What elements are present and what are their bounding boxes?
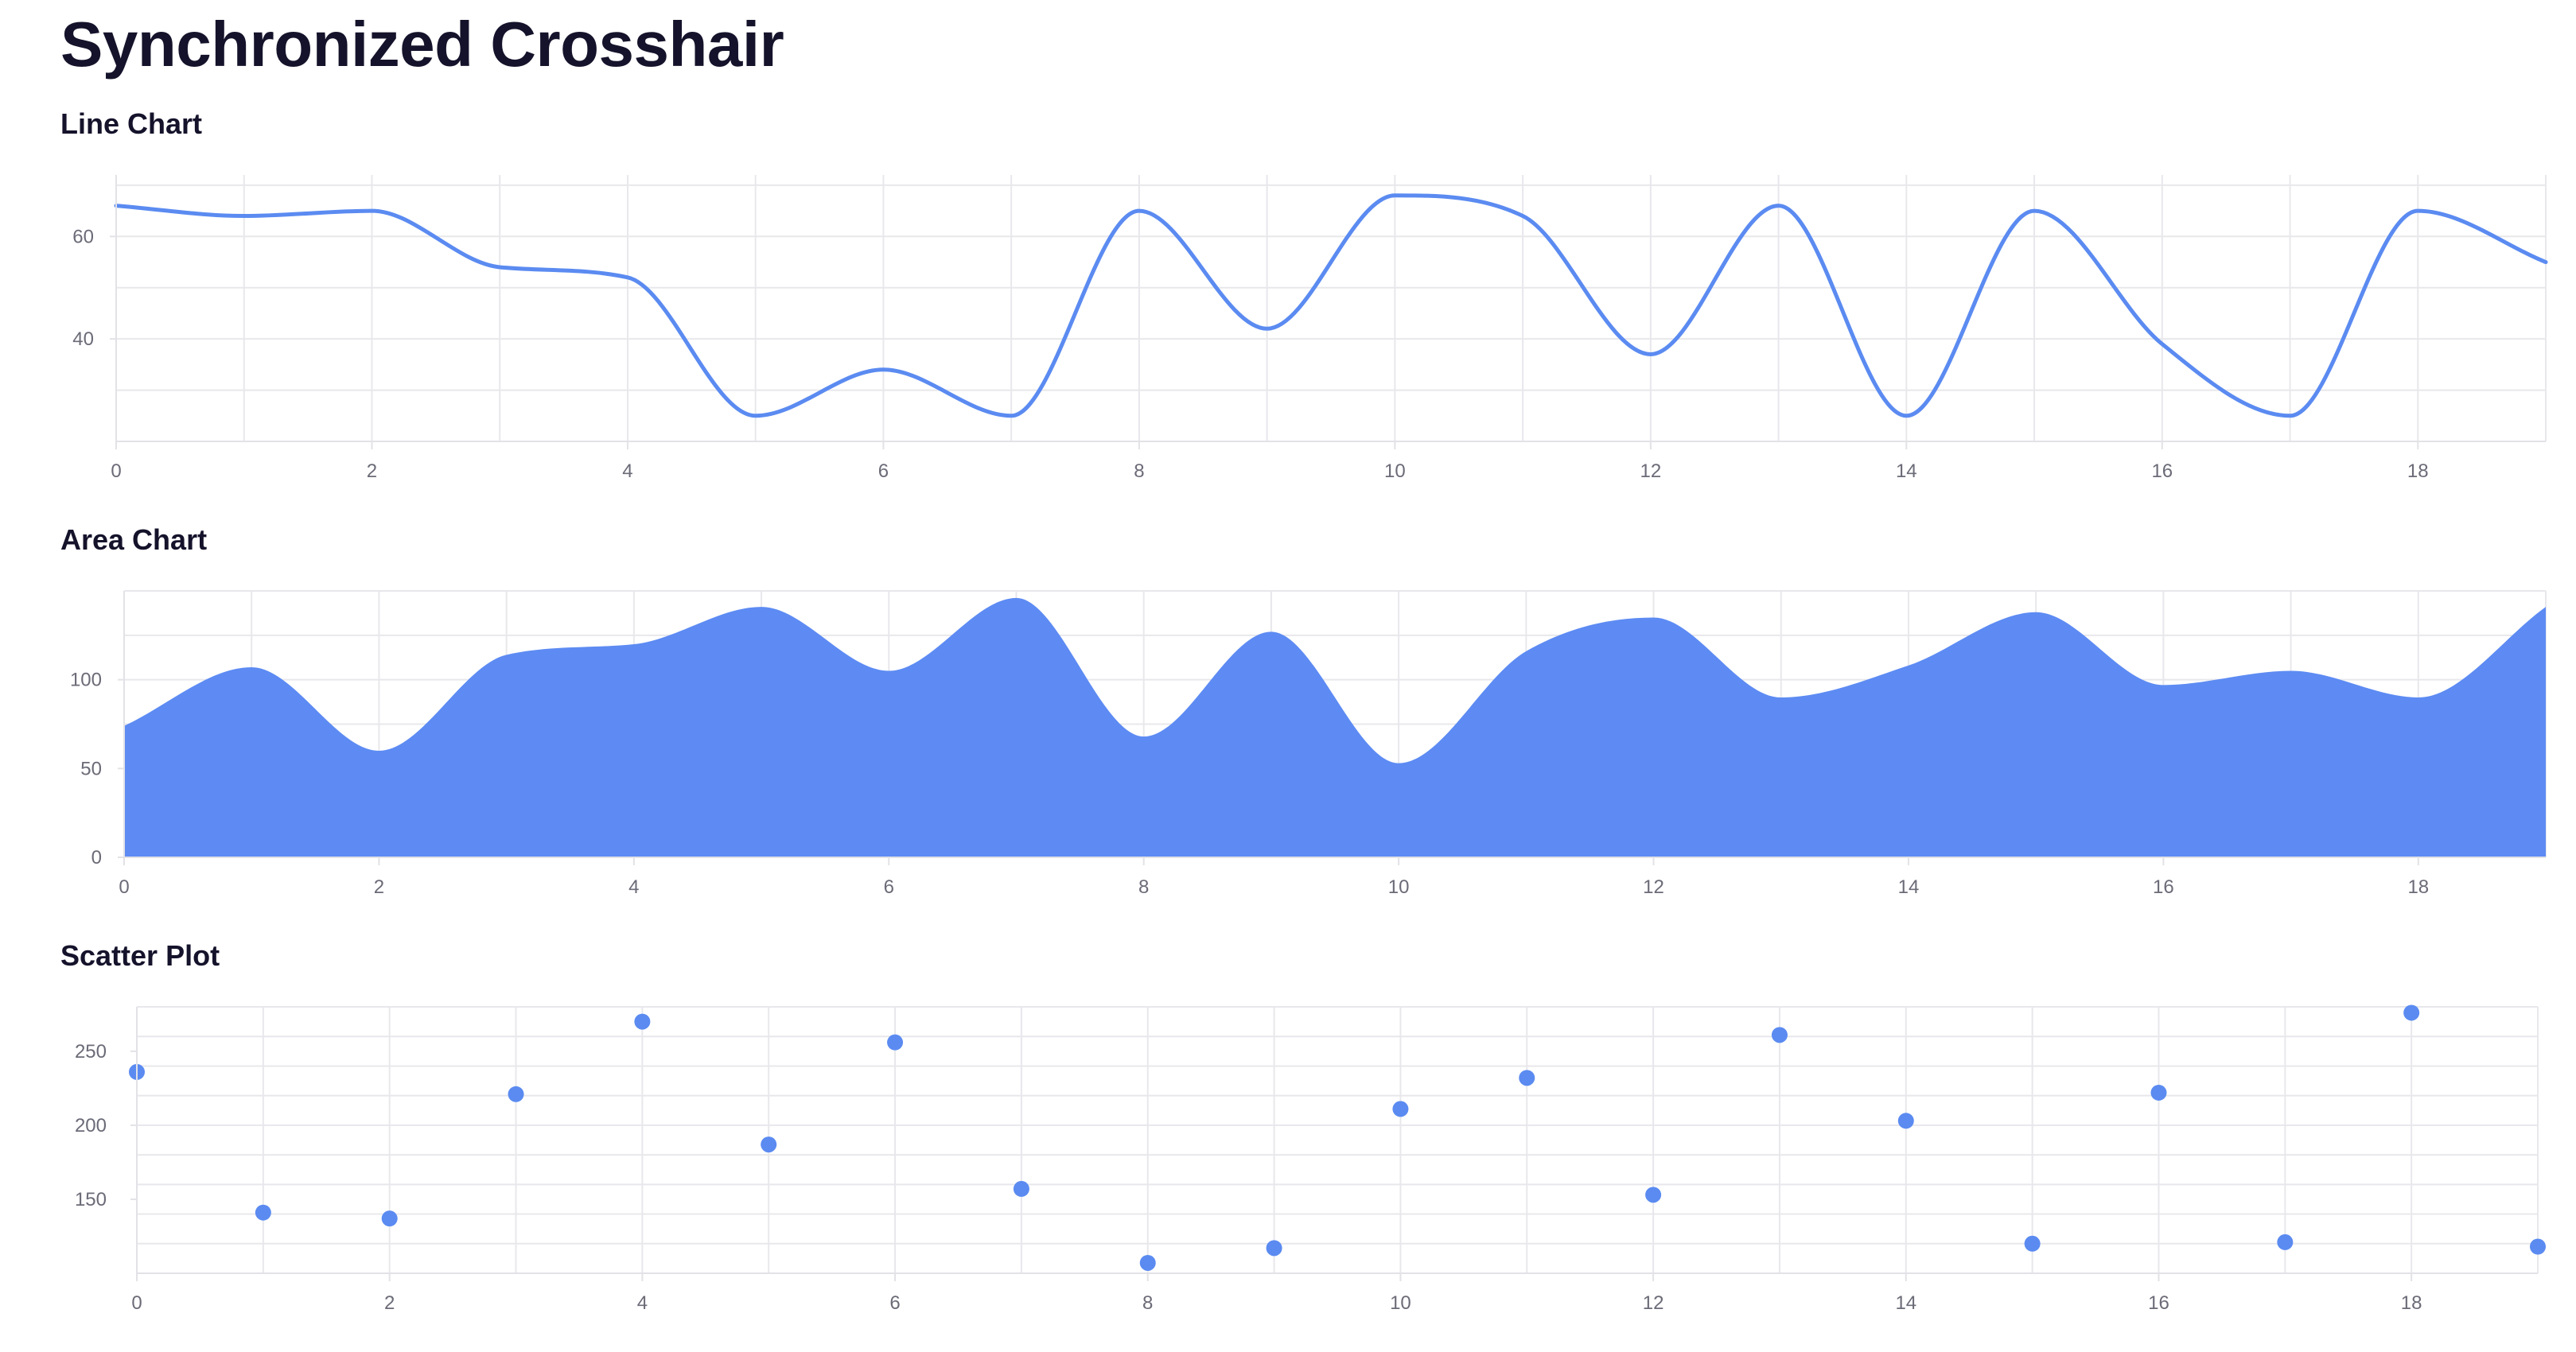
scatter-point[interactable] bbox=[2277, 1234, 2294, 1250]
area-chart-title: Area Chart bbox=[60, 523, 208, 556]
scatter-point[interactable] bbox=[1645, 1187, 1662, 1203]
scatter-point[interactable] bbox=[761, 1136, 777, 1153]
scatter-point[interactable] bbox=[1897, 1113, 1914, 1129]
line-x-tick-label: 10 bbox=[1384, 460, 1406, 482]
line-x-tick-label: 14 bbox=[1896, 460, 1917, 482]
scatter-point[interactable] bbox=[381, 1210, 398, 1227]
line-grid bbox=[115, 175, 2547, 442]
line-x-tick-label: 6 bbox=[878, 460, 889, 482]
area-x-tick-label: 18 bbox=[2407, 876, 2429, 898]
line-x-tick-label: 0 bbox=[111, 460, 121, 482]
scatter-x-tick-label: 18 bbox=[2401, 1292, 2422, 1314]
scatter-point[interactable] bbox=[1771, 1027, 1788, 1043]
scatter-x-tick-label: 16 bbox=[2148, 1292, 2169, 1314]
scatter-x-tick-label: 8 bbox=[1142, 1292, 1153, 1314]
area-x-tick-label: 10 bbox=[1388, 876, 1410, 898]
area-y-tick-label: 0 bbox=[91, 847, 102, 868]
scatter-x-tick-label: 6 bbox=[889, 1292, 900, 1314]
scatter-point[interactable] bbox=[2150, 1084, 2167, 1101]
line-y-tick-label: 40 bbox=[72, 328, 94, 350]
area-x-tick-label: 14 bbox=[1898, 876, 1920, 898]
scatter-plot[interactable]: 0 2 4 6 8 10 12 14 16 18 150 200 250 bbox=[0, 991, 2576, 1325]
line-x-tick-label: 8 bbox=[1134, 460, 1144, 482]
area-y-tick-label: 100 bbox=[70, 670, 102, 691]
page-title: Synchronized Crosshair bbox=[60, 9, 784, 80]
scatter-point[interactable] bbox=[1392, 1101, 1409, 1117]
scatter-y-tick-label: 150 bbox=[75, 1189, 107, 1210]
area-x-tick-label: 0 bbox=[119, 876, 129, 898]
line-x-tick-label: 4 bbox=[622, 460, 632, 482]
scatter-point[interactable] bbox=[508, 1086, 524, 1102]
area-x-tick-label: 8 bbox=[1138, 876, 1149, 898]
line-series bbox=[114, 193, 2548, 418]
scatter-y-tick-label: 200 bbox=[75, 1115, 107, 1136]
scatter-point[interactable] bbox=[634, 1013, 651, 1030]
area-chart[interactable]: 0 2 4 6 8 10 12 14 16 18 0 50 100 bbox=[0, 575, 2576, 909]
scatter-point[interactable] bbox=[2530, 1238, 2546, 1255]
line-x-tick-label: 2 bbox=[367, 460, 377, 482]
area-x-tick-label: 2 bbox=[374, 876, 384, 898]
scatter-y-tick-label: 250 bbox=[75, 1041, 107, 1063]
area-y-tick-label: 50 bbox=[80, 758, 102, 779]
scatter-point[interactable] bbox=[2024, 1235, 2041, 1252]
scatter-x-tick-label: 10 bbox=[1390, 1292, 1411, 1314]
scatter-plot-title: Scatter Plot bbox=[60, 939, 220, 972]
scatter-point[interactable] bbox=[1139, 1254, 1156, 1271]
scatter-x-tick-label: 4 bbox=[637, 1292, 648, 1314]
scatter-point[interactable] bbox=[887, 1034, 904, 1051]
area-series bbox=[124, 597, 2546, 857]
scatter-point[interactable] bbox=[1266, 1240, 1282, 1257]
line-chart[interactable]: 0 2 4 6 8 10 12 14 16 18 40 60 bbox=[0, 159, 2576, 493]
area-x-tick-label: 4 bbox=[628, 876, 639, 898]
scatter-x-tick-label: 12 bbox=[1643, 1292, 1664, 1314]
scatter-x-tick-label: 14 bbox=[1895, 1292, 1916, 1314]
line-y-tick-label: 60 bbox=[72, 226, 94, 247]
line-x-tick-label: 18 bbox=[2407, 460, 2429, 482]
line-chart-title: Line Chart bbox=[60, 107, 203, 140]
scatter-point[interactable] bbox=[2403, 1004, 2420, 1021]
scatter-point[interactable] bbox=[1013, 1180, 1029, 1197]
area-x-tick-label: 16 bbox=[2153, 876, 2174, 898]
line-x-tick-label: 12 bbox=[1640, 460, 1661, 482]
area-x-tick-label: 6 bbox=[884, 876, 894, 898]
scatter-point[interactable] bbox=[255, 1204, 271, 1221]
area-x-tick-label: 12 bbox=[1643, 876, 1664, 898]
line-x-tick-label: 16 bbox=[2151, 460, 2173, 482]
scatter-x-tick-label: 0 bbox=[131, 1292, 142, 1314]
scatter-point[interactable] bbox=[1519, 1070, 1535, 1086]
scatter-grid bbox=[136, 1006, 2539, 1274]
scatter-x-tick-label: 2 bbox=[384, 1292, 395, 1314]
